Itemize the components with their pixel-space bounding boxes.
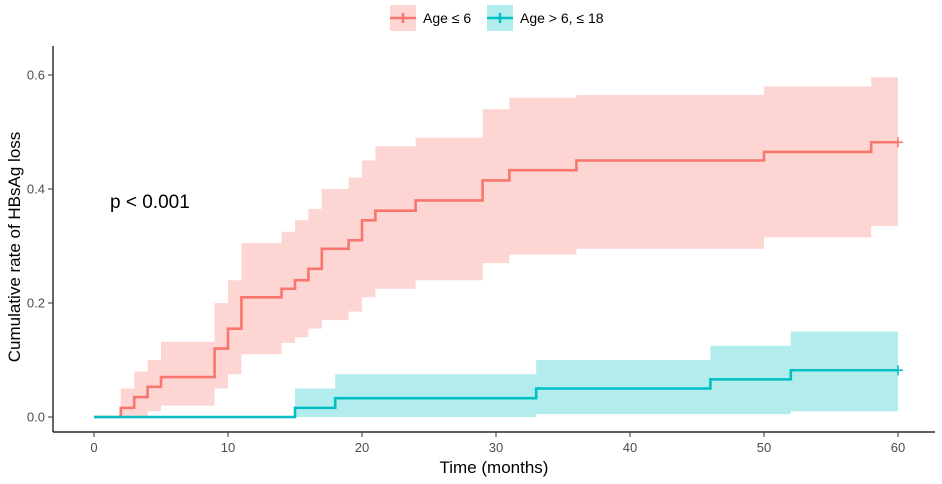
legend-label-age-6-18: Age > 6, ≤ 18 bbox=[520, 10, 604, 26]
x-axis-title: Time (months) bbox=[440, 458, 549, 477]
x-tick-label: 20 bbox=[355, 440, 369, 455]
x-tick-label: 30 bbox=[489, 440, 503, 455]
x-tick-label: 60 bbox=[891, 440, 905, 455]
censor-mark bbox=[893, 137, 903, 148]
y-tick-label: 0.2 bbox=[27, 296, 45, 311]
y-tick-label: 0.0 bbox=[27, 410, 45, 425]
censor-mark bbox=[893, 365, 903, 376]
y-tick-label: 0.6 bbox=[27, 68, 45, 83]
legend: Age ≤ 6 Age > 6, ≤ 18 bbox=[390, 5, 604, 31]
y-tick-label: 0.4 bbox=[27, 182, 45, 197]
series-line-age-6-18 bbox=[94, 368, 898, 419]
confidence-band-age-6-18 bbox=[94, 331, 898, 417]
series-line-age-le-6 bbox=[94, 140, 898, 419]
p-value-annotation: p < 0.001 bbox=[110, 192, 190, 213]
confidence-band-age-le-6 bbox=[94, 77, 898, 418]
y-ticks: 0.0 0.2 0.4 0.6 bbox=[27, 68, 53, 425]
x-tick-label: 0 bbox=[90, 440, 97, 455]
y-axis-title: Cumulative rate of HBsAg loss bbox=[5, 132, 24, 363]
censor-marks bbox=[893, 137, 903, 376]
confidence-bands bbox=[94, 77, 898, 418]
series-lines bbox=[94, 140, 898, 419]
x-tick-label: 50 bbox=[757, 440, 771, 455]
legend-label-age-le-6: Age ≤ 6 bbox=[423, 10, 471, 26]
axes bbox=[52, 46, 935, 433]
x-tick-label: 40 bbox=[623, 440, 637, 455]
x-ticks: 0 10 20 30 40 50 60 bbox=[90, 432, 905, 455]
x-tick-label: 10 bbox=[221, 440, 235, 455]
